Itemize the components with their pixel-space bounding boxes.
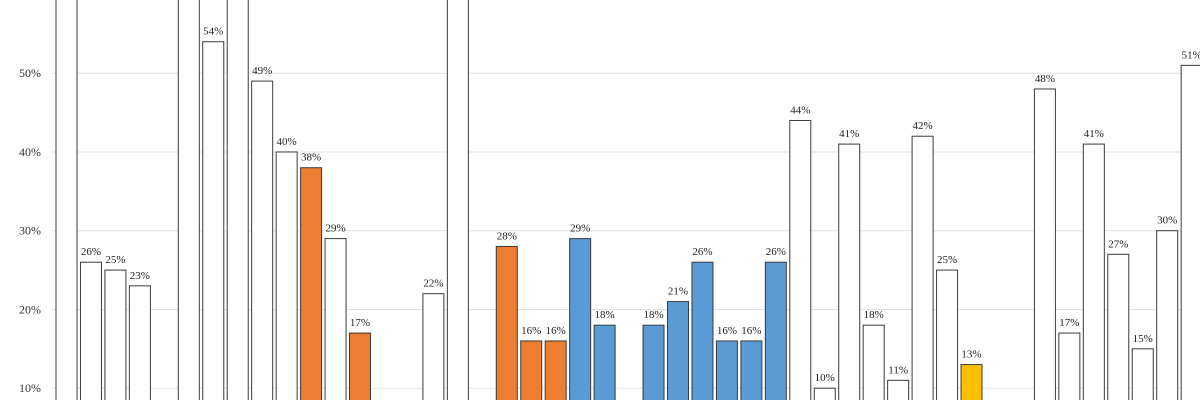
bars [55,0,1200,400]
bar [764,261,787,400]
bar-value-label: 42% [913,120,933,132]
bar-value-label: 15% [1133,333,1153,345]
bar-value-label: 21% [668,286,688,298]
bar-value-label: 17% [350,317,370,329]
bar-value-label: 29% [325,223,345,235]
bar [642,324,665,400]
bar-value-label: 27% [1108,238,1128,250]
bar [569,238,592,400]
bar [838,143,861,400]
bar [79,261,102,400]
bar-value-label: 18% [864,309,884,321]
bar [960,364,983,400]
bar-value-label: 16% [717,325,737,337]
bar [1082,143,1105,400]
bar-value-label: 51% [1182,49,1200,61]
bar-value-label: 44% [790,104,810,116]
bar-value-label: 26% [692,246,712,258]
bar [1107,253,1130,400]
bar [55,0,78,400]
bar-value-label: 13% [961,349,981,361]
y-tick-label: 30% [19,224,41,238]
bar-value-label: 30% [1157,215,1177,227]
bar [349,332,372,400]
bar [1131,348,1154,400]
bar [715,340,738,400]
bar-value-label: 16% [546,325,566,337]
bar-value-label: 26% [81,246,101,258]
bar [226,0,249,400]
bar-value-label: 48% [1035,73,1055,85]
bar-value-label: 16% [521,325,541,337]
bar-value-label: 28% [497,230,517,242]
bar [128,285,151,400]
bar-value-label: 11% [888,364,908,376]
bar-value-label: 41% [1084,128,1104,140]
bar-value-label: 26% [766,246,786,258]
bar-value-label: 41% [839,128,859,140]
bar [544,340,567,400]
bar [911,135,934,400]
bar [495,245,518,400]
bar [667,301,689,400]
bar-value-label: 23% [130,270,150,282]
bar [177,0,200,400]
bar [593,324,616,400]
bar-value-label: 49% [252,65,272,77]
bar [789,119,812,400]
bar-value-label: 40% [277,136,297,148]
bar [251,80,274,400]
bar [862,324,885,400]
bar [324,238,347,400]
bar [691,261,714,400]
bar [1156,230,1179,400]
bar-value-label: 17% [1059,317,1079,329]
bar-value-label: 10% [815,372,835,384]
bar-value-label: 25% [105,254,125,266]
bar [104,269,127,400]
bar [202,41,225,400]
bar [1033,88,1056,400]
bar [520,340,543,400]
bar-value-label: 29% [570,223,590,235]
bar [813,387,836,400]
bar [936,269,959,400]
bar [275,151,298,400]
y-tick-label: 10% [19,381,41,395]
bar-value-label: 22% [423,278,443,290]
bar [1058,332,1081,400]
y-tick-label: 40% [19,145,41,159]
bar [1180,64,1200,400]
y-axis-ticks: 10% 20% 30% 40% 50% [19,66,41,395]
bar-value-label: 54% [203,26,223,38]
bar-value-label: 18% [643,309,663,321]
bar-value-label: 18% [595,309,615,321]
bar [740,340,763,400]
y-tick-label: 50% [19,66,41,80]
bar-value-label: 16% [741,325,761,337]
data-labels: 26% 25% 23% 54% 49% 40% 38% 29% 17% 22% 28% 16% 16% 2… [81,26,1200,384]
bar [446,0,469,400]
bar-value-label: 38% [301,152,321,164]
bar-value-label: 25% [937,254,957,266]
bar [422,293,445,400]
bar [300,167,323,400]
bar [887,379,910,400]
y-tick-label: 20% [19,302,41,316]
